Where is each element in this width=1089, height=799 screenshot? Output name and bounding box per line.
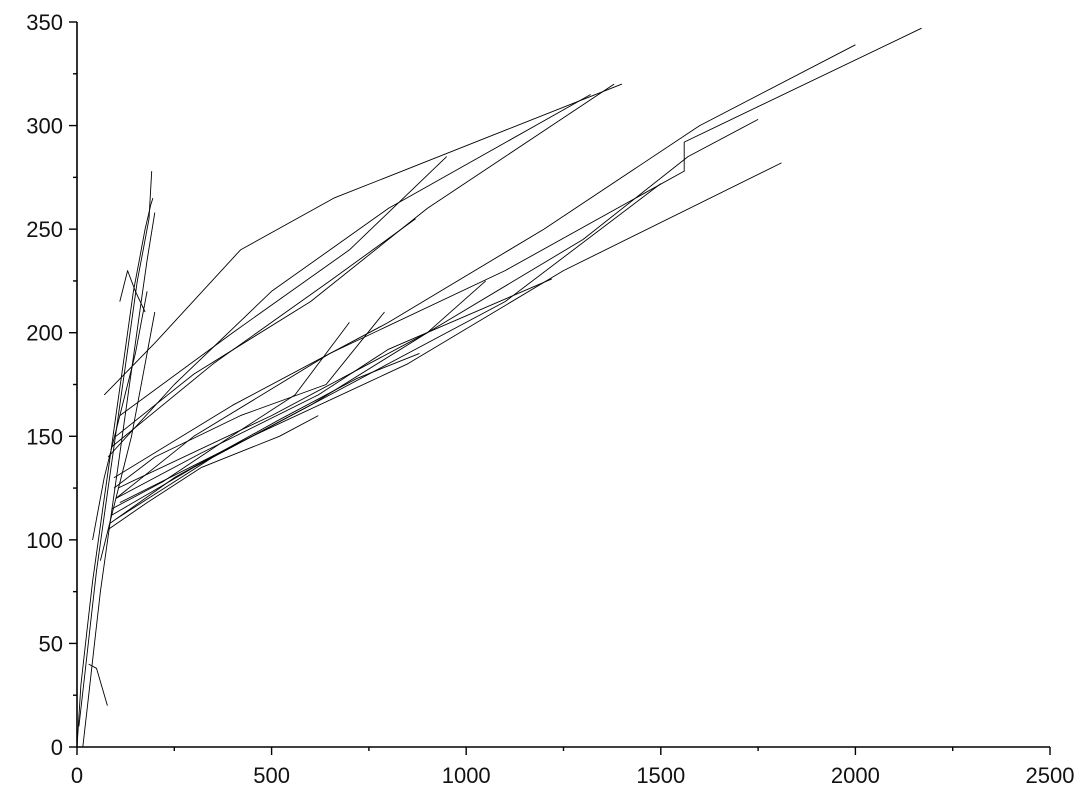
series-line-7 [107,94,591,458]
y-tick-label: 0 [51,735,63,760]
series-line-1 [76,197,154,748]
y-tick-label: 200 [26,321,63,346]
series-line-20 [107,415,319,530]
series-line-23 [119,270,146,313]
chart-axes [76,22,1050,748]
series-line-4 [99,311,156,561]
y-tick-label: 300 [26,114,63,139]
series-line-14 [119,162,782,504]
x-tick-label: 2000 [831,763,880,788]
series-line-22 [88,663,108,706]
series-line-11 [115,27,922,499]
series-line-12 [113,44,856,479]
series-line-10 [111,218,416,447]
series-line-3 [82,212,156,748]
series-line-16 [111,280,486,516]
series-line-21 [111,322,350,510]
series-line-18 [109,352,420,524]
x-tick-label: 2500 [1026,763,1075,788]
series-line-17 [115,278,552,499]
y-axis-ticks: 0 50 100 150 200 250 300 350 [26,10,77,760]
y-tick-label: 150 [26,424,63,449]
x-tick-label: 0 [71,763,83,788]
y-tick-label: 250 [26,217,63,242]
x-tick-label: 500 [253,763,290,788]
series-line-8 [115,83,615,437]
chart-traces [76,27,922,748]
series-line-13 [117,119,759,489]
x-axis-ticks: 0 500 1000 1500 2000 2500 [71,747,1075,788]
series-line-9 [119,156,448,416]
series-line-6 [103,83,623,396]
y-tick-label: 100 [26,528,63,553]
series-line-15 [115,183,662,520]
x-tick-label: 1000 [442,763,491,788]
series-line-19 [113,311,385,489]
y-tick-label: 350 [26,10,63,35]
y-tick-label: 50 [39,631,63,656]
x-tick-label: 1500 [636,763,685,788]
